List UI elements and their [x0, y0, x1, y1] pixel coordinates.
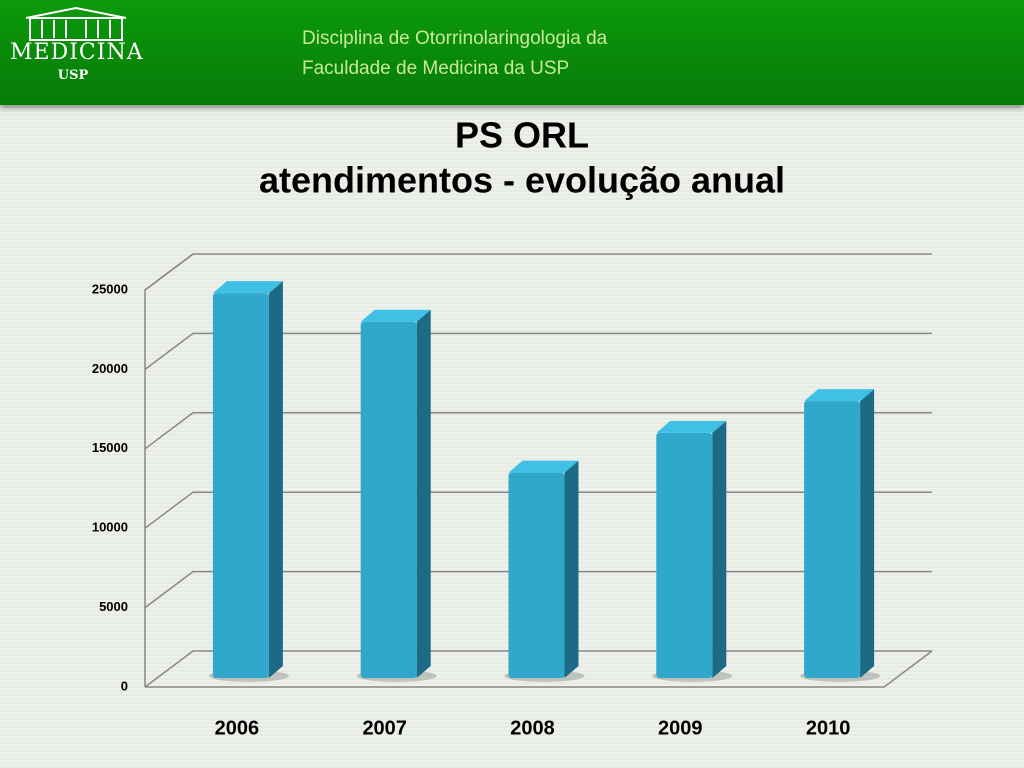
- y-tick-label: 15000: [92, 440, 128, 455]
- bar-side: [268, 281, 283, 678]
- floor: [145, 650, 933, 688]
- wall-edge: [144, 253, 194, 687]
- x-tick-label: 2009: [658, 717, 703, 739]
- logo-text: MEDICINA: [10, 40, 144, 65]
- bar-side: [416, 309, 431, 678]
- grid-line: [144, 412, 932, 450]
- logo-building: [25, 6, 127, 41]
- y-tick-label: 20000: [92, 361, 128, 376]
- bar-top: [656, 420, 727, 433]
- x-tick-label: 2006: [215, 717, 260, 739]
- grid-line: [144, 332, 932, 370]
- chart-title: PS ORL: [455, 115, 589, 156]
- bar-top: [804, 389, 875, 402]
- y-tick-label: 0: [121, 678, 128, 693]
- y-tick-label: 10000: [92, 520, 128, 535]
- x-tick-label: 2007: [362, 717, 407, 739]
- header-line: Disciplina de Otorrinolaringologia da: [302, 28, 608, 49]
- bar-top: [508, 460, 579, 473]
- x-tick-label: 2010: [806, 717, 851, 739]
- bar-top: [212, 281, 283, 294]
- bar-side: [712, 420, 727, 678]
- bar: [360, 321, 417, 678]
- bar: [508, 472, 565, 678]
- grid-line: [144, 253, 932, 291]
- x-tick-label: 2008: [510, 717, 555, 739]
- header-line: Faculdade de Medicina da USP: [302, 58, 570, 79]
- bar: [656, 432, 713, 678]
- logo-subtext: USP: [57, 68, 89, 83]
- bar-top: [360, 309, 431, 322]
- bar: [212, 293, 269, 678]
- y-tick-label: 5000: [99, 599, 128, 614]
- bar-side: [564, 460, 579, 678]
- bar: [804, 401, 861, 678]
- y-tick-label: 25000: [92, 281, 128, 296]
- chart-subtitle: atendimentos - evolução anual: [259, 160, 785, 201]
- header: MEDICINA USP Disciplina de Otorrinolarin…: [0, 0, 1024, 105]
- bar-side: [860, 389, 875, 678]
